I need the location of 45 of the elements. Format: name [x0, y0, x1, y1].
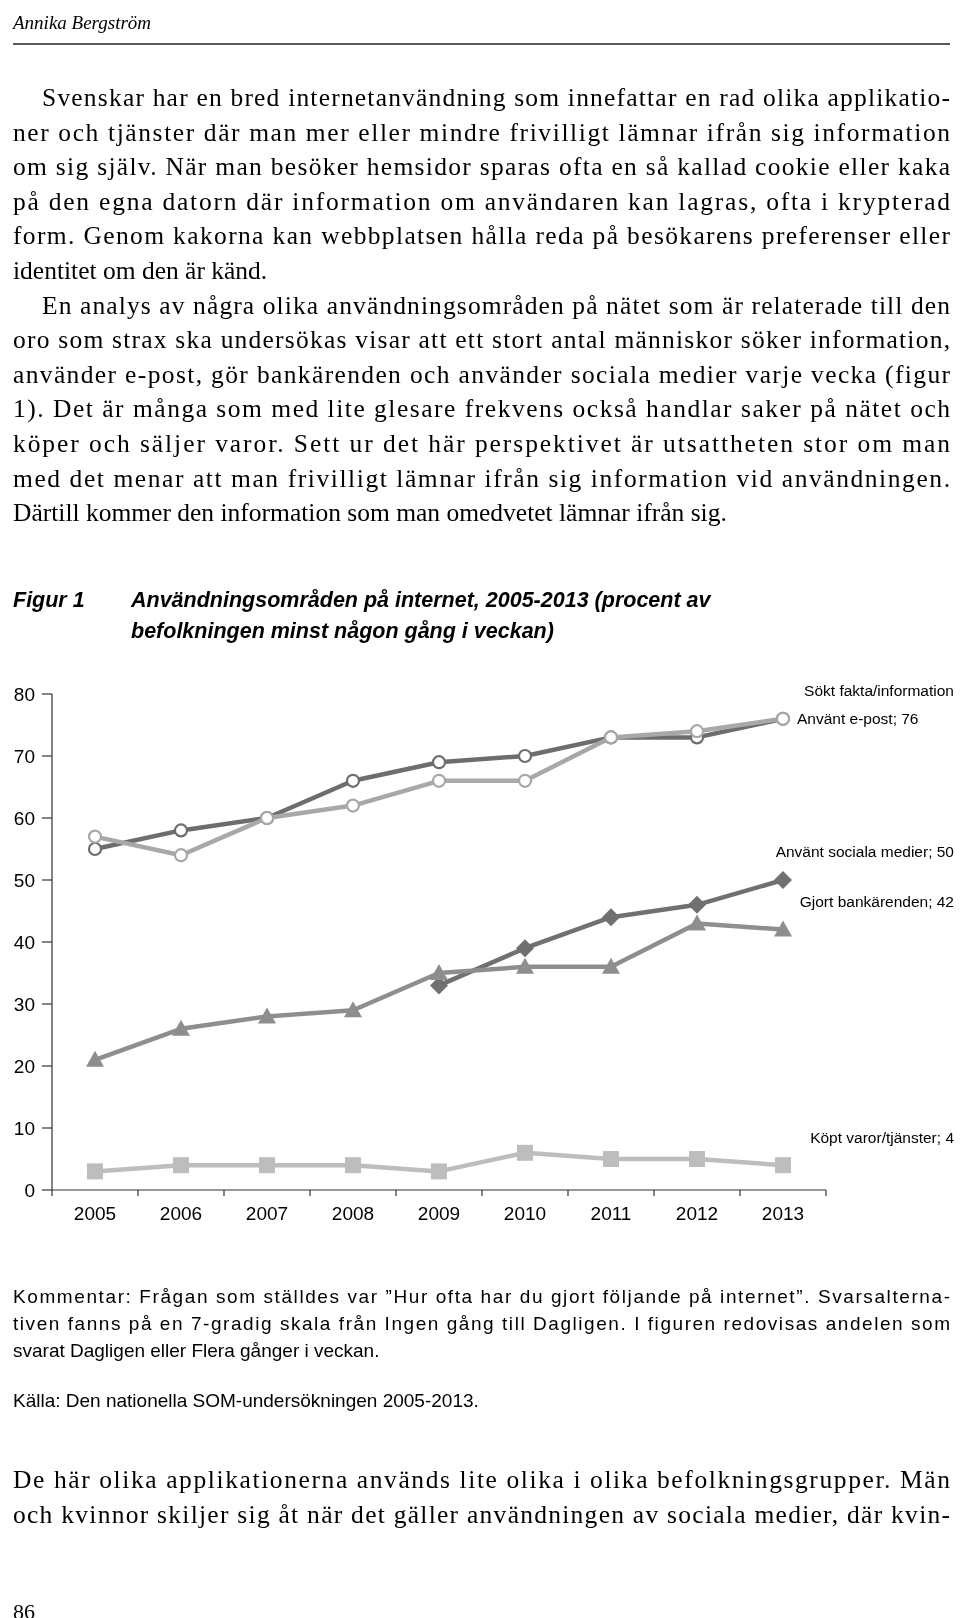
text: Svenskar har en bred internetanvändning som innefattar en rad olika applikatio-	[42, 83, 950, 112]
text: och kvinnor skiljer sig åt när det gäller användningen av sociala medier, där kvin-	[13, 1500, 950, 1529]
annotation: Gjort bankärenden; 42	[799, 893, 954, 911]
annotation: Sökt fakta/information	[804, 682, 954, 700]
y-tick-label: 60	[13, 807, 35, 829]
y-tick-label: 0	[24, 1179, 35, 1201]
text: Figur 1	[13, 588, 85, 612]
text: svarat Dagligen eller Flera gånger i veckan.	[13, 1340, 380, 1361]
text: på den egna datorn där information om användaren kan lagras, ofta i krypterad	[13, 186, 951, 216]
text: Därtill kommer den information som man omedvetet lämnar ifrån sig.	[13, 498, 727, 528]
x-tick-label: 2005	[73, 1203, 117, 1224]
x-tick-label: 2013	[761, 1203, 805, 1224]
y-tick-label: 20	[13, 1055, 35, 1077]
y-tick-label: 30	[13, 993, 35, 1015]
text: Kommentar: Frågan som ställdes var ”Hur ofta har du gjort följande på internet”. Svarsalterna-	[13, 1286, 950, 1307]
text: identitet om den är känd.	[13, 256, 268, 285]
y-tick-label: 70	[13, 745, 35, 767]
text: köper och säljer varor. Sett ur det här perspektivet är utsattheten stor om man	[13, 429, 951, 458]
text: form. Genom kakorna kan webbplatsen hålla reda på besökarens preferenser eller	[13, 221, 951, 251]
y-tick-label: 50	[13, 869, 35, 891]
y-tick-label: 80	[13, 683, 35, 705]
text: 1). Det är många som med lite glesare frekvens också handlar saker på nätet och	[13, 394, 951, 424]
x-tick-label: 2009	[417, 1203, 461, 1224]
text: Källa: Den nationella SOM-undersökningen 2005-2013.	[13, 1390, 479, 1411]
text: En analys av några olika användningsområden på nätet som är relaterade till den	[42, 290, 951, 320]
x-tick-label: 2012	[675, 1203, 719, 1224]
text: oro som strax ska undersökas visar att ett stort antal människor söker information,	[13, 325, 950, 355]
annotation: Använt e-post; 76	[797, 710, 919, 728]
x-tick-label: 2010	[503, 1203, 547, 1224]
text: med det menar att man frivilligt lämnar ifrån sig information vid användningen.	[13, 463, 950, 493]
x-tick-label: 2006	[159, 1203, 203, 1224]
text: tiven fanns på en 7-gradig skala från Ingen gång till Dagligen. I figuren redovisas andelen som	[13, 1313, 950, 1334]
text: De här olika applikationerna används lite olika i olika befolkningsgrupper. Män	[13, 1465, 951, 1494]
text: ner och tjänster där man mer eller mindre frivilligt lämnar ifrån sig information	[13, 117, 951, 147]
y-tick-label: 40	[13, 931, 35, 953]
text: om sig själv. När man besöker hemsidor sparas ofta en så kallad cookie eller kaka	[13, 152, 950, 182]
annotation: Använt sociala medier; 50	[775, 843, 955, 861]
x-tick-label: 2007	[245, 1203, 289, 1224]
text: använder e-post, gör bankärenden och använder sociala medier varje vecka (figur	[13, 359, 951, 389]
annotation: Köpt varor/tjänster; 4	[810, 1128, 955, 1146]
text: Annika Bergström	[11, 12, 152, 33]
y-tick-label: 10	[13, 1117, 35, 1139]
x-tick-label: 2011	[590, 1203, 632, 1224]
x-tick-label: 2008	[331, 1203, 375, 1224]
chart-title: Användningsområden på internet, 2005-2013 (procent av befolkningen minst någon gång i veckan)	[130, 588, 712, 643]
